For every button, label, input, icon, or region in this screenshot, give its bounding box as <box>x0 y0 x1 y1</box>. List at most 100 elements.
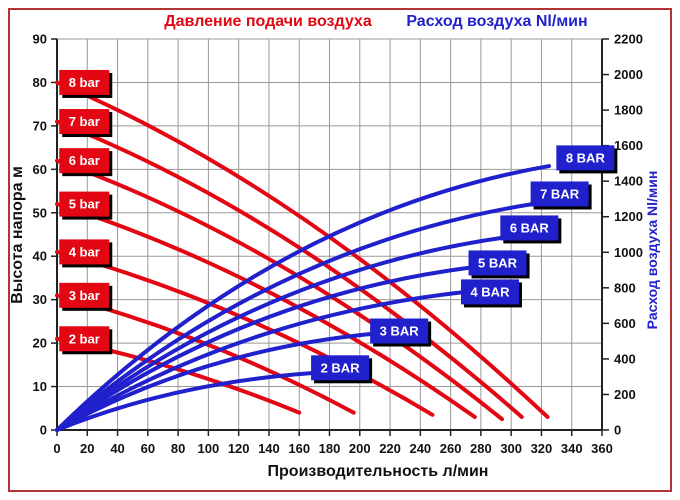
x-tick-label: 20 <box>80 441 94 456</box>
y-right-tick-label: 400 <box>614 351 636 366</box>
x-tick-label: 240 <box>409 441 431 456</box>
head-curve-label-3bar: 3 bar <box>59 282 113 311</box>
x-tick-label: 100 <box>198 441 220 456</box>
airflow-curve-6bar <box>55 235 509 432</box>
y-left-tick-label: 0 <box>40 423 47 438</box>
x-tick-label: 0 <box>53 441 60 456</box>
x-tick-label: 300 <box>500 441 522 456</box>
y-right-tick-label: 800 <box>614 280 636 295</box>
air-pressure-title: Давление подачи воздуха <box>164 13 372 30</box>
airflow-curve-8bar <box>55 164 552 432</box>
airflow-curve-5bar <box>55 265 474 432</box>
x-tick-label: 200 <box>349 441 371 456</box>
airflow-curve-label-5bar: 5 BAR <box>468 250 530 279</box>
head-curve-label-2bar: 2 bar <box>59 326 113 355</box>
x-tick-label: 80 <box>171 441 185 456</box>
head-curve-label-4bar: 4 bar <box>59 239 113 268</box>
head-curve-label-7bar-box <box>59 109 110 135</box>
airflow-curve-7bar <box>55 201 539 432</box>
y-left-tick-label: 90 <box>33 32 47 47</box>
x-tick-label: 220 <box>379 441 401 456</box>
chart-layers: 0 20 40 60 80 100 120 140 160 180 200 220 240 260 280 3… <box>33 32 643 457</box>
head-curve-label-4bar-box <box>59 239 110 265</box>
airflow-curve-label-2bar: 2 BAR <box>311 355 373 384</box>
head-curve-label-6bar-text: 6 bar <box>69 153 100 168</box>
y-right-tick-label: 0 <box>614 423 621 438</box>
x-tick-label: 260 <box>440 441 462 456</box>
head-curve-label-8bar: 8 bar <box>59 69 113 98</box>
y-left-tick-label: 50 <box>33 205 47 220</box>
airflow-curve-label-4bar-text: 4 BAR <box>470 284 510 299</box>
y-right-tick-label: 2200 <box>614 32 643 47</box>
y-left-tick-label: 80 <box>33 75 47 90</box>
airflow-curve-4bar <box>55 290 465 432</box>
airflow-curve-label-8bar-box <box>556 145 615 171</box>
y-right-tick-label: 1000 <box>614 245 643 260</box>
x-tick-label: 340 <box>561 441 583 456</box>
head-curve-7bar <box>55 119 524 419</box>
head-curve-label-8bar-text: 8 bar <box>69 75 100 90</box>
x-tick-label: 320 <box>531 441 553 456</box>
airflow-curve-label-3bar-text: 3 BAR <box>380 324 420 339</box>
y-left-tick-label: 10 <box>33 379 47 394</box>
y-right-tick-label: 1600 <box>614 138 643 153</box>
y-right-axis-title: Расход воздуха Nl/мин <box>644 171 660 330</box>
head-curve-label-5bar-box <box>59 191 110 217</box>
head-curve-label-3bar-text: 3 bar <box>69 288 100 303</box>
y-left-tick-label: 60 <box>33 162 47 177</box>
y-left-tick-label: 70 <box>33 118 47 133</box>
x-tick-label: 140 <box>258 441 280 456</box>
airflow-curve-label-2bar-box <box>311 355 370 381</box>
head-curve-label-2bar-box <box>59 326 110 352</box>
airflow-curve-label-5bar-box <box>468 250 527 276</box>
head-curve-label-2bar-text: 2 bar <box>69 331 100 346</box>
head-curve-label-3bar-box <box>59 282 110 308</box>
x-tick-label: 160 <box>288 441 310 456</box>
head-curve-8bar <box>55 80 550 419</box>
x-tick-label: 360 <box>591 441 613 456</box>
x-tick-label: 60 <box>141 441 155 456</box>
y-left-axis-title: Высота напора м <box>9 166 26 304</box>
head-curve-label-7bar: 7 bar <box>59 109 113 138</box>
y-right-tick-label: 1400 <box>614 174 643 189</box>
airflow-curve-label-6bar-box <box>500 215 559 241</box>
y-left-tick-label: 30 <box>33 292 47 307</box>
airflow-curve-label-8bar-text: 8 BAR <box>566 150 606 165</box>
air-flow-title: Расход воздуха Nl/мин <box>406 13 587 30</box>
airflow-curve-label-4bar: 4 BAR <box>460 279 522 308</box>
head-curve-label-6bar-box <box>59 148 110 174</box>
airflow-curve-label-7bar: 7 BAR <box>530 181 592 210</box>
x-tick-label: 180 <box>319 441 341 456</box>
airflow-curve-label-3bar: 3 BAR <box>370 318 432 347</box>
airflow-curve-2bar <box>55 371 314 432</box>
y-left-tick-label: 20 <box>33 336 47 351</box>
x-tick-label: 280 <box>470 441 492 456</box>
x-tick-label: 120 <box>228 441 250 456</box>
airflow-curve-label-6bar-text: 6 BAR <box>510 220 550 235</box>
airflow-curve-label-7bar-text: 7 BAR <box>540 186 580 201</box>
airflow-curve-label-2bar-text: 2 BAR <box>321 360 361 375</box>
chart-frame <box>8 8 672 492</box>
x-tick-label: 40 <box>110 441 124 456</box>
head-curve-label-7bar-text: 7 bar <box>69 114 100 129</box>
airflow-curve-label-8bar: 8 BAR <box>556 145 618 174</box>
airflow-curve-3bar <box>55 332 373 432</box>
y-right-tick-label: 1200 <box>614 209 643 224</box>
airflow-curve-label-4bar-box <box>460 279 519 305</box>
airflow-curve-label-6bar: 6 BAR <box>500 215 562 244</box>
y-right-tick-label: 2000 <box>614 67 643 82</box>
head-curve-label-5bar-text: 5 bar <box>69 197 100 212</box>
head-curve-label-5bar: 5 bar <box>59 191 113 220</box>
head-curve-label-6bar: 6 bar <box>59 148 113 177</box>
y-right-tick-label: 200 <box>614 387 636 402</box>
x-axis-title: Производительность л/мин <box>268 463 489 480</box>
airflow-curve-label-7bar-box <box>530 181 589 207</box>
head-curve-label-8bar-box <box>59 69 110 95</box>
head-curve-label-4bar-text: 4 bar <box>69 244 100 259</box>
airflow-curve-label-3bar-box <box>370 318 429 344</box>
y-right-tick-label: 600 <box>614 316 636 331</box>
y-right-tick-label: 1800 <box>614 103 643 118</box>
airflow-curve-label-5bar-text: 5 BAR <box>478 255 518 270</box>
